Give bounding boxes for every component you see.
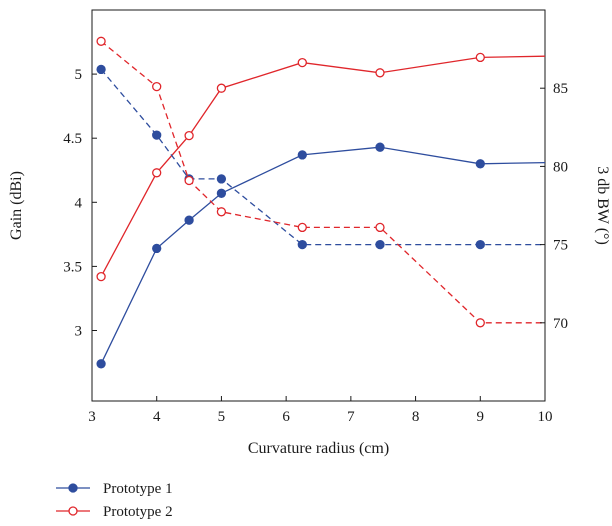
series-line-3 (100, 68, 545, 246)
data-point (96, 359, 106, 369)
data-point (475, 318, 485, 328)
data-point (96, 36, 106, 46)
data-point (475, 239, 485, 250)
y-tick-label: 3 (75, 323, 83, 339)
legend-marker-prototype2 (68, 506, 78, 516)
x-tick-label: 9 (477, 409, 485, 425)
legend-marker-prototype1 (68, 483, 78, 493)
data-point (475, 159, 485, 169)
series-layer (96, 36, 546, 369)
plot-frame (91, 9, 546, 402)
y2-axis-label: 3 db BW (°) (594, 166, 611, 245)
series-line-2 (100, 55, 546, 277)
x-axis-label: Curvature radius (cm) (248, 440, 389, 457)
series-line-4 (100, 40, 545, 324)
data-point (375, 142, 385, 152)
data-point (184, 130, 194, 141)
data-point (152, 168, 162, 178)
x-tick-label: 4 (153, 409, 161, 425)
y-tick-label: 3.5 (63, 259, 82, 275)
x-tick-label: 10 (538, 409, 553, 425)
x-tick-label: 7 (347, 409, 355, 425)
data-point (297, 57, 307, 68)
x-tick-label: 3 (88, 409, 96, 425)
data-point (475, 52, 485, 63)
data-point (152, 81, 162, 92)
legend-label-prototype1: Prototype 1 (103, 481, 173, 497)
data-point (96, 271, 106, 282)
y-axis-label: Gain (dBi) (8, 171, 25, 240)
data-point (375, 68, 385, 78)
y2-tick-label: 75 (553, 238, 568, 254)
y2-tick-label: 70 (553, 316, 568, 332)
data-point (216, 207, 227, 217)
y2-tick-label: 85 (553, 81, 568, 97)
ticks-layer: 3 4 5 6 7 8 9 10 3 3.5 4 4.5 5 70 75 80 85 (63, 67, 568, 425)
data-point (152, 130, 162, 140)
data-point (375, 239, 385, 250)
data-point (375, 222, 385, 233)
data-point (216, 174, 227, 184)
data-point (184, 215, 194, 225)
y2-tick-label: 80 (553, 159, 568, 175)
data-point (216, 188, 227, 198)
data-point (152, 243, 162, 254)
y-tick-label: 5 (75, 67, 83, 83)
x-tick-label: 5 (218, 409, 226, 425)
data-point (96, 64, 106, 75)
series-line-1 (100, 146, 546, 365)
y-tick-label: 4 (75, 195, 83, 211)
data-point (216, 83, 227, 93)
data-point (297, 239, 307, 250)
data-point (297, 150, 307, 160)
legend: Prototype 1 Prototype 2 (56, 481, 173, 520)
x-tick-label: 8 (412, 409, 420, 425)
legend-label-prototype2: Prototype 2 (103, 504, 173, 520)
x-tick-label: 6 (282, 409, 290, 425)
data-point (184, 175, 194, 186)
y-tick-label: 4.5 (63, 131, 82, 147)
data-point (297, 222, 307, 233)
